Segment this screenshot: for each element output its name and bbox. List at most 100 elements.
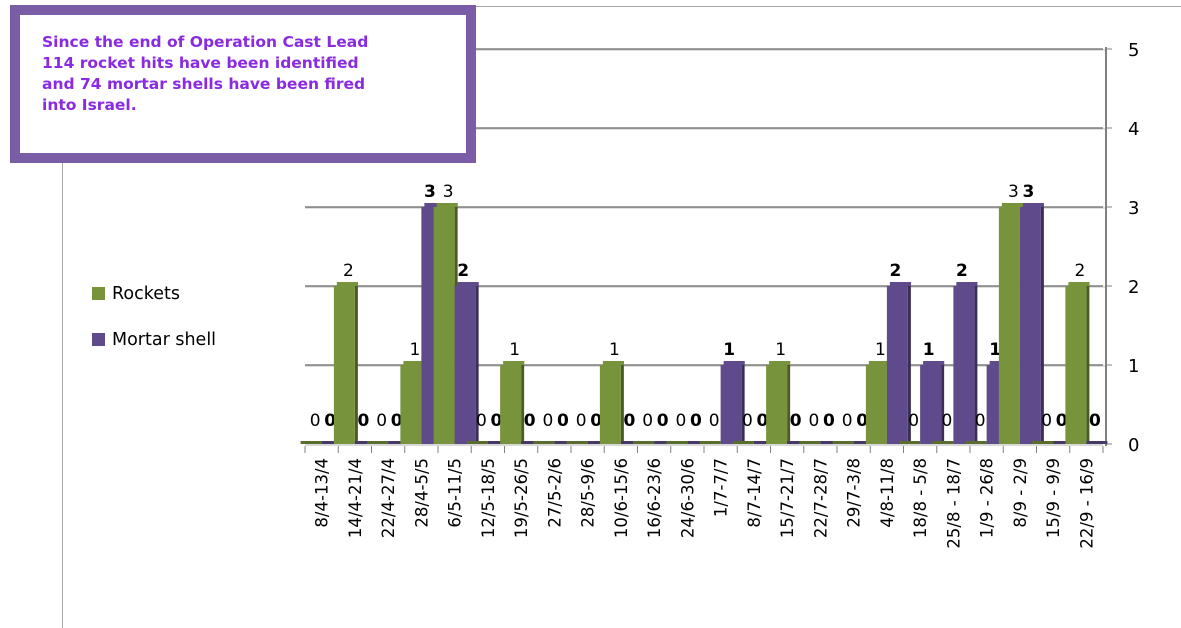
- bar-top: [923, 361, 945, 365]
- data-label-mortar: 0: [790, 411, 802, 431]
- legend-swatch-rockets: [92, 286, 105, 300]
- x-tick-label: 1/9 - 26/8: [978, 458, 997, 538]
- data-label-mortar: 0: [590, 411, 602, 431]
- data-label-rockets: 1: [509, 340, 520, 360]
- bar-rockets: [998, 207, 1020, 444]
- bar-rockets: [566, 441, 588, 444]
- y-tick-label: 2: [1128, 277, 1139, 298]
- bar-top: [723, 361, 745, 365]
- x-tick-label: 22/9 - 16/9: [1077, 458, 1096, 549]
- data-label-rockets: 1: [409, 340, 420, 360]
- data-label-mortar: 0: [1089, 411, 1101, 431]
- bar-rockets: [533, 441, 555, 444]
- chart-frame-left: [62, 6, 63, 628]
- bar-rockets: [633, 441, 655, 444]
- bar-top: [503, 361, 525, 365]
- x-tick-label: 22/4-27/4: [379, 458, 398, 538]
- bar-mortar: [1053, 441, 1075, 444]
- bar-rockets: [433, 207, 455, 444]
- bar-top: [336, 282, 358, 286]
- legend-label-mortar: Mortar shell: [112, 330, 217, 350]
- bar-side: [620, 361, 624, 444]
- bar-top: [956, 282, 978, 286]
- data-label-rockets: 0: [709, 411, 720, 431]
- legend-item-mortar: Mortar shell: [92, 330, 216, 350]
- bar-top: [769, 361, 791, 365]
- bar-mortar: [654, 441, 676, 444]
- y-tick-label: 0: [1128, 435, 1139, 456]
- y-tick-label: 4: [1128, 119, 1139, 140]
- annotation-line: Since the end of Operation Cast Lead: [42, 33, 369, 51]
- data-label-rockets: 3: [443, 182, 454, 202]
- data-label-rockets: 0: [476, 411, 487, 431]
- bar-side: [974, 282, 978, 444]
- bar-rockets: [899, 441, 921, 444]
- bar-mortar: [753, 441, 775, 444]
- bar-mortar: [454, 286, 476, 444]
- x-tick-label: 22/7-28/7: [811, 458, 830, 538]
- bar-top: [1068, 282, 1090, 286]
- data-label-rockets: 2: [1074, 261, 1085, 281]
- bar-top: [602, 361, 624, 365]
- bar-rockets: [865, 365, 887, 444]
- data-label-mortar: 0: [690, 411, 702, 431]
- bar-rockets: [832, 441, 854, 444]
- data-label-rockets: 0: [975, 411, 986, 431]
- bar-mortar: [321, 441, 343, 444]
- data-label-rockets: 0: [808, 411, 819, 431]
- y-tick-label: 5: [1128, 40, 1139, 61]
- bar-top: [403, 361, 425, 365]
- bar-rockets: [1065, 286, 1087, 444]
- bar-rockets: [599, 365, 621, 444]
- bar-mortar: [886, 286, 908, 444]
- bar-mortar: [1086, 441, 1108, 444]
- bar-rockets: [367, 441, 389, 444]
- x-tick-label: 8/9 - 2/9: [1011, 458, 1030, 528]
- annotation-line: into Israel.: [42, 96, 137, 114]
- x-tick-label: 15/9 - 9/9: [1044, 458, 1063, 538]
- bar-mortar: [1019, 207, 1041, 444]
- x-tick-label: 27/5-2/6: [545, 458, 564, 528]
- x-tick-label: 8/4-13/4: [313, 458, 332, 528]
- bar-side: [354, 282, 358, 444]
- data-label-mortar: 0: [1056, 411, 1068, 431]
- annotation-box: Since the end of Operation Cast Lead 114…: [10, 5, 476, 163]
- data-label-mortar: 0: [623, 411, 635, 431]
- x-tick-label: 8/7-14/7: [745, 458, 764, 528]
- bar-rockets: [333, 286, 355, 444]
- x-tick-label: 6/5-11/5: [446, 458, 465, 528]
- bar-top: [436, 203, 458, 207]
- bar-side: [907, 282, 911, 444]
- data-label-mortar: 2: [956, 261, 968, 281]
- data-label-mortar: 0: [524, 411, 536, 431]
- legend-label-rockets: Rockets: [112, 284, 180, 304]
- x-tick-label: 12/5-18/5: [479, 458, 498, 538]
- x-tick-label: 15/7-21/7: [778, 458, 797, 538]
- data-label-mortar: 0: [856, 411, 868, 431]
- bar-rockets: [766, 365, 788, 444]
- bar-side: [1040, 203, 1044, 444]
- annotation-text: Since the end of Operation Cast Lead 114…: [42, 32, 462, 116]
- data-label-rockets: 1: [775, 340, 786, 360]
- bar-top: [424, 203, 446, 207]
- bar-rockets: [732, 441, 754, 444]
- x-tick-label: 28/5-9/6: [579, 458, 598, 528]
- bar-rockets: [300, 441, 322, 444]
- data-label-rockets: 0: [542, 411, 553, 431]
- bar-rockets: [965, 441, 987, 444]
- y-tick-label: 3: [1128, 198, 1139, 219]
- bar-side: [741, 361, 745, 444]
- data-label-mortar: 1: [989, 340, 1001, 360]
- data-label-mortar: 0: [756, 411, 768, 431]
- x-tick-label: 28/4-5/5: [412, 458, 431, 528]
- data-label-rockets: 0: [576, 411, 587, 431]
- x-tick-label: 10/6-15/6: [612, 458, 631, 538]
- data-label-rockets: 2: [343, 261, 354, 281]
- data-label-rockets: 0: [675, 411, 686, 431]
- bar-top: [889, 282, 911, 286]
- bar-mortar: [521, 441, 543, 444]
- x-tick-label: 14/4-21/4: [346, 458, 365, 538]
- data-label-mortar: 2: [457, 261, 469, 281]
- data-label-rockets: 0: [941, 411, 952, 431]
- bar-mortar: [487, 441, 509, 444]
